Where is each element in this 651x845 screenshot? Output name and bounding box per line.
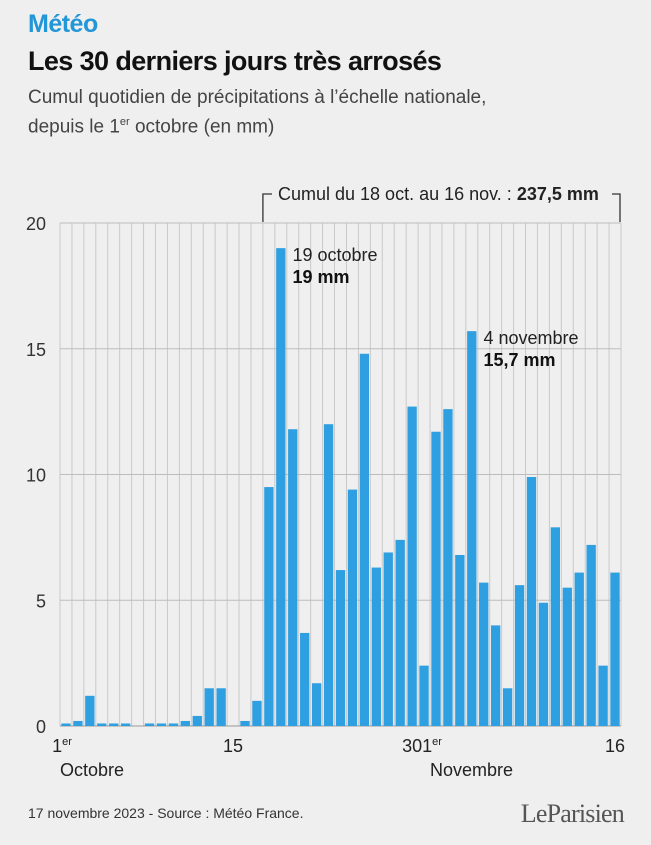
- bar: [502, 688, 513, 726]
- chart-subtitle: Cumul quotidien de précipitations à l’éc…: [28, 86, 588, 139]
- bar: [550, 527, 561, 726]
- bar: [443, 409, 453, 726]
- subtitle-line-2-post: octobre (en mm): [129, 116, 275, 138]
- subtitle-line-2: depuis le 1er octobre (en mm): [28, 110, 588, 139]
- bar: [168, 723, 179, 726]
- bar: [395, 539, 405, 726]
- bar: [240, 720, 250, 726]
- x-tick-label: 1er: [52, 736, 72, 756]
- logo-parisien: Parisien: [546, 799, 625, 828]
- bar: [526, 477, 537, 726]
- subtitle-superscript: er: [119, 116, 130, 128]
- le-parisien-logo: LeParisien: [520, 799, 625, 829]
- bar: [323, 424, 334, 726]
- bar: [610, 572, 620, 726]
- bar: [97, 723, 107, 726]
- bar: [264, 487, 274, 726]
- y-tick-label: 0: [36, 717, 46, 737]
- bar: [73, 720, 83, 726]
- bar: [514, 585, 525, 726]
- x-tick-label: 15: [223, 736, 243, 756]
- bar: [419, 665, 429, 726]
- bar: [180, 720, 190, 726]
- annotation-value: 19 mm: [292, 267, 349, 287]
- annotation-date: 19 octobre: [292, 245, 377, 265]
- bar: [192, 715, 202, 726]
- x-tick-label: 30: [402, 736, 422, 756]
- y-tick-label: 5: [36, 591, 46, 611]
- logo-le: Le: [520, 799, 548, 828]
- bar: [335, 570, 346, 726]
- y-tick-label: 15: [26, 340, 46, 360]
- y-tick-label: 10: [26, 466, 46, 486]
- bar: [431, 431, 441, 726]
- bar: [300, 632, 310, 726]
- x-axis-month-label: Octobre: [60, 760, 124, 780]
- bar: [156, 723, 167, 726]
- bracket-value: 237,5 mm: [517, 184, 599, 204]
- annotation-value: 15,7 mm: [483, 350, 555, 370]
- source-note: 17 novembre 2023 - Source : Météo France…: [28, 805, 304, 821]
- bar: [586, 544, 596, 726]
- bar: [311, 683, 322, 726]
- bar: [204, 688, 214, 726]
- bar: [491, 625, 501, 726]
- x-tick-label: 16: [605, 736, 625, 756]
- bar: [562, 587, 572, 726]
- bar: [85, 695, 95, 726]
- bar: [467, 331, 477, 726]
- bar: [288, 429, 298, 726]
- bar: [574, 572, 584, 726]
- bracket-label: Cumul du 18 oct. au 16 nov. : 237,5 mm: [278, 184, 599, 204]
- bar: [407, 406, 417, 726]
- bar: [538, 602, 549, 726]
- bar: [216, 688, 226, 726]
- chart-title: Les 30 derniers jours très arrosés: [28, 46, 442, 76]
- bracket-label-background: [272, 180, 612, 206]
- x-tick-superscript: er: [62, 736, 72, 748]
- bar: [252, 700, 262, 726]
- subtitle-line-1: Cumul quotidien de précipitations à l’éc…: [28, 87, 487, 108]
- kicker-label: Météo: [28, 10, 98, 38]
- bar: [371, 567, 381, 726]
- bar: [347, 489, 358, 726]
- bar: [479, 582, 489, 726]
- annotation-date: 4 novembre: [483, 328, 578, 348]
- bar: [276, 248, 286, 726]
- bar: [144, 723, 155, 726]
- bar: [109, 723, 119, 726]
- x-tick-superscript: er: [432, 736, 442, 748]
- y-tick-label: 20: [26, 214, 46, 234]
- bar: [383, 552, 393, 726]
- subtitle-line-2-pre: depuis le 1: [28, 116, 120, 138]
- bar: [455, 554, 465, 726]
- bar: [120, 723, 131, 726]
- bar: [598, 665, 608, 726]
- x-axis-month-label: Novembre: [430, 760, 513, 780]
- bar: [359, 353, 370, 726]
- x-tick-label: 1er: [422, 736, 442, 756]
- bar: [61, 723, 71, 726]
